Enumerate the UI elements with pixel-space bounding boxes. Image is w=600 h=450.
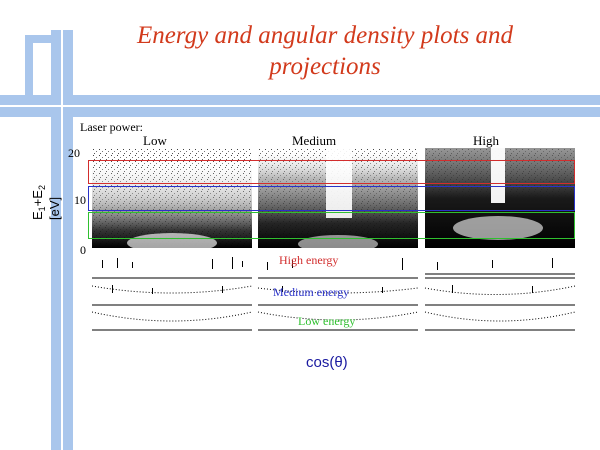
y-tick-20: 20	[68, 146, 80, 160]
frame-corner-bar-top	[25, 35, 73, 43]
band-high-energy	[88, 160, 575, 184]
label-low-energy: Low energy	[298, 314, 356, 328]
frame-line-h	[0, 105, 600, 107]
band-low-energy	[88, 212, 575, 239]
x-axis-label: cos(θ)	[306, 354, 348, 371]
laser-power-label: Laser power:	[80, 120, 143, 134]
density-plot-high	[425, 148, 575, 248]
label-medium-energy: Medium energy	[273, 285, 350, 299]
frame-corner-bar-left	[25, 35, 33, 95]
column-label-low: Low	[143, 133, 167, 148]
band-medium-energy	[88, 186, 575, 211]
y-tick-10: 10	[74, 193, 86, 207]
slide-title: Energy and angular density plots and pro…	[136, 22, 514, 80]
frame-line-v	[61, 30, 63, 450]
projection-plots	[92, 257, 576, 331]
column-label-medium: Medium	[292, 133, 337, 148]
label-high-energy: High energy	[279, 253, 339, 267]
y-axis-label: E1+E2 [eV]	[30, 185, 62, 220]
y-tick-0: 0	[80, 243, 86, 257]
density-plot-low	[92, 148, 252, 248]
density-plot-medium	[258, 148, 418, 248]
column-label-high: High	[473, 133, 499, 148]
